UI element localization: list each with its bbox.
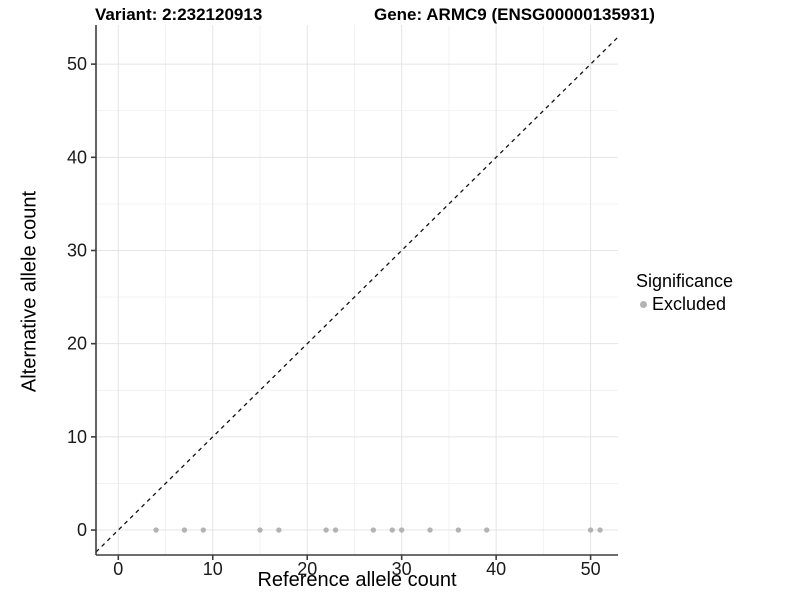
x-tick-label: 50 xyxy=(581,559,601,579)
data-point xyxy=(323,527,329,533)
gridlines-minor xyxy=(96,25,618,555)
legend-item-label: Excluded xyxy=(652,294,727,314)
data-point xyxy=(483,527,490,533)
data-point xyxy=(427,527,433,533)
data-point xyxy=(398,527,405,533)
data-point xyxy=(455,527,462,533)
x-tick-label: 0 xyxy=(113,559,123,579)
y-tick-label: 30 xyxy=(67,240,87,260)
gridlines-major xyxy=(96,25,618,555)
data-point xyxy=(332,527,339,533)
plot-title-gene: Gene: ARMC9 (ENSG00000135931) xyxy=(374,5,655,24)
x-axis-title: Reference allele count xyxy=(257,569,457,591)
data-point xyxy=(597,527,603,533)
data-point xyxy=(370,527,377,533)
data-point xyxy=(181,527,188,533)
x-tick-label: 10 xyxy=(203,559,223,579)
legend: Significance Excluded xyxy=(636,271,733,315)
axis-ticks: 0 10 20 30 40 50 0 10 20 30 40 50 xyxy=(67,54,601,579)
data-point xyxy=(153,527,159,533)
y-tick-label: 10 xyxy=(67,427,87,447)
x-tick-label: 30 xyxy=(392,559,412,579)
y-tick-label: 50 xyxy=(67,54,87,74)
y-tick-label: 0 xyxy=(77,520,87,540)
data-point xyxy=(389,527,395,533)
plot-title-variant: Variant: 2:232120913 xyxy=(95,5,263,24)
data-point xyxy=(200,527,207,533)
x-tick-label: 20 xyxy=(297,559,317,579)
x-tick-label: 40 xyxy=(486,559,506,579)
legend-item-excluded: Excluded xyxy=(640,294,733,315)
data-point xyxy=(257,527,263,533)
identity-line xyxy=(95,36,619,553)
data-point xyxy=(587,527,594,533)
y-axis-title: Alternative allele count xyxy=(18,190,41,393)
data-points xyxy=(153,527,603,533)
data-point xyxy=(276,527,282,533)
legend-title: Significance xyxy=(636,271,734,291)
excluded-point-icon xyxy=(640,301,647,308)
y-tick-label: 40 xyxy=(67,147,87,167)
y-tick-label: 20 xyxy=(67,334,87,354)
